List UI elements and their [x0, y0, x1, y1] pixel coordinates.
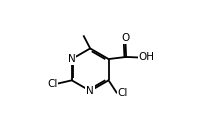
Text: OH: OH	[138, 52, 154, 63]
Text: Cl: Cl	[47, 79, 57, 88]
Text: O: O	[121, 33, 129, 43]
Text: N: N	[68, 54, 75, 64]
Text: N: N	[86, 86, 94, 96]
Text: Cl: Cl	[116, 87, 127, 98]
